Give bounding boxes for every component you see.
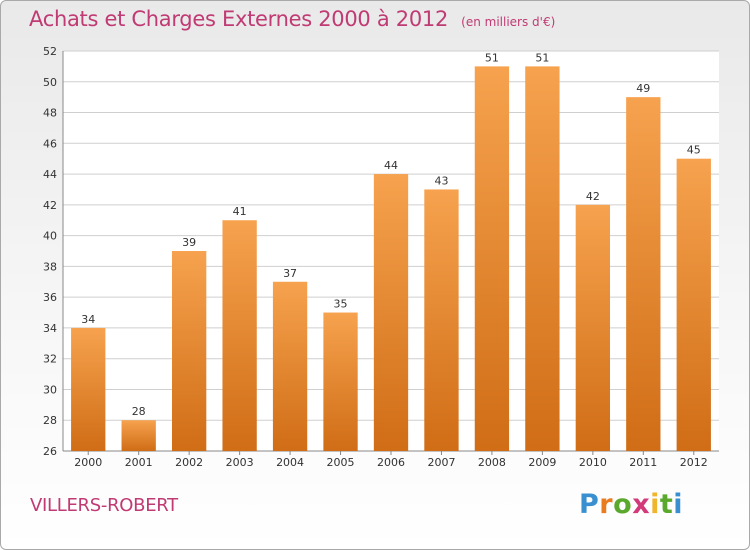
x-tick-label: 2008 [478, 456, 506, 469]
data-label: 44 [384, 159, 398, 172]
y-tick-label: 48 [43, 107, 57, 120]
data-label: 28 [132, 405, 146, 418]
x-tick-label: 2002 [175, 456, 203, 469]
x-tick-label: 2011 [629, 456, 657, 469]
bar-2005 [323, 312, 358, 451]
x-tick-label: 2000 [74, 456, 102, 469]
bar-2006 [373, 174, 409, 452]
x-tick-label: 2009 [528, 456, 556, 469]
y-tick-label: 46 [43, 137, 57, 150]
x-tick-label: 2003 [226, 456, 254, 469]
data-label: 51 [485, 51, 499, 64]
data-label: 51 [535, 51, 549, 64]
y-tick-label: 28 [43, 414, 57, 427]
y-tick-label: 40 [43, 230, 57, 243]
x-tick-label: 2001 [125, 456, 153, 469]
proxiti-logo: Proxiti [579, 489, 684, 520]
bar-2004 [272, 281, 308, 451]
x-tick-label: 2005 [327, 456, 355, 469]
x-tick-label: 2010 [579, 456, 607, 469]
y-tick-label: 52 [43, 45, 57, 58]
x-tick-label: 2004 [276, 456, 304, 469]
chart-subtitle: (en milliers d'€) [461, 15, 556, 29]
bar-2001 [121, 420, 156, 451]
bar-2009 [525, 66, 560, 451]
x-tick-label: 2012 [680, 456, 708, 469]
data-label: 42 [586, 190, 600, 203]
bar-2011 [626, 97, 661, 452]
bar-2008 [474, 66, 510, 451]
data-label: 39 [182, 236, 196, 249]
y-tick-label: 44 [43, 168, 57, 181]
bar-2010 [575, 204, 611, 451]
data-label: 45 [687, 144, 701, 157]
data-label: 43 [434, 174, 448, 187]
data-label: 34 [81, 313, 95, 326]
y-tick-label: 38 [43, 260, 57, 273]
bar-2007 [424, 189, 459, 451]
y-tick-label: 50 [43, 76, 57, 89]
location-label: VILLERS-ROBERT [30, 495, 178, 516]
x-tick-label: 2006 [377, 456, 405, 469]
data-label: 35 [334, 298, 348, 311]
bar-2012 [676, 158, 711, 451]
y-tick-label: 42 [43, 199, 57, 212]
bar-2002 [171, 251, 207, 451]
data-label: 37 [283, 267, 297, 280]
y-tick-label: 30 [43, 383, 57, 396]
chart-title: Achats et Charges Externes 2000 à 2012 [29, 7, 449, 31]
chart-header: Achats et Charges Externes 2000 à 2012 (… [29, 7, 555, 31]
y-tick-label: 36 [43, 291, 57, 304]
y-tick-label: 32 [43, 353, 57, 366]
data-label: 41 [233, 205, 247, 218]
bar-2003 [222, 220, 257, 451]
bar-2000 [71, 327, 106, 451]
y-tick-label: 34 [43, 322, 57, 335]
x-tick-label: 2007 [427, 456, 455, 469]
y-tick-label: 26 [43, 445, 57, 458]
data-label: 49 [636, 82, 650, 95]
